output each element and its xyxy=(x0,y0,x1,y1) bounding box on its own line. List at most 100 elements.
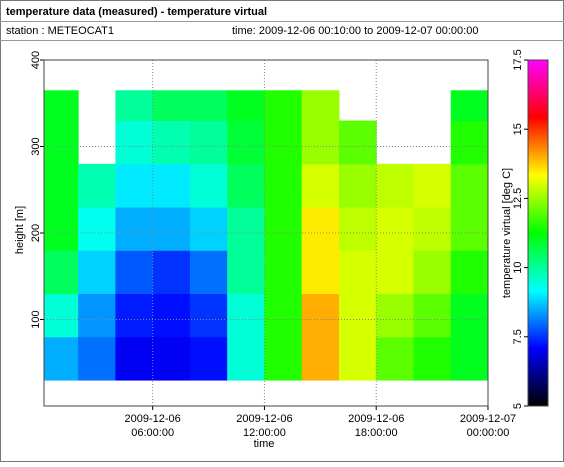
heat-cell xyxy=(376,336,414,381)
heat-cell xyxy=(450,207,489,251)
heat-cell xyxy=(450,336,489,381)
heat-cell xyxy=(152,163,191,208)
heat-cell xyxy=(264,120,303,165)
x-tick-label: 2009-12-06 xyxy=(236,413,292,425)
period: time: 2009-12-06 00:10:00 to 2009-12-07 … xyxy=(232,25,478,37)
heat-cell xyxy=(189,163,228,208)
heat-cell xyxy=(152,207,191,251)
heat-cell xyxy=(78,163,116,208)
colorbar-tick-label: 10 xyxy=(512,261,524,273)
colorbar-tick-label: 12.5 xyxy=(512,188,524,209)
y-tick-label: 400 xyxy=(30,51,42,69)
heat-cell xyxy=(78,336,116,381)
heat-cell xyxy=(264,250,303,295)
heat-cell xyxy=(264,207,303,251)
heat-cell xyxy=(78,250,116,295)
heat-cell xyxy=(338,250,377,295)
plot-border xyxy=(43,59,489,407)
heat-cell xyxy=(227,90,265,122)
y-tick-label: 100 xyxy=(30,310,42,328)
heat-cell xyxy=(189,336,228,381)
heat-cell xyxy=(115,336,154,381)
heat-cell xyxy=(152,90,191,122)
heat-cell xyxy=(152,250,191,295)
heat-cell xyxy=(227,120,265,165)
x-tick-label: 12:00:00 xyxy=(243,427,286,439)
chart-title: temperature data (measured) - temperatur… xyxy=(6,6,267,18)
colorbar xyxy=(527,59,549,407)
heat-cell xyxy=(115,163,154,208)
heat-cell xyxy=(450,163,489,208)
heat-cell xyxy=(44,163,79,208)
colorbar-tick-label: 15 xyxy=(512,123,524,135)
heat-cell xyxy=(44,250,79,295)
heat-cell xyxy=(227,163,265,208)
heat-cell xyxy=(189,293,228,338)
heat-cell xyxy=(338,293,377,338)
heat-cell xyxy=(301,120,340,165)
heat-cell xyxy=(227,207,265,251)
x-axis-label: time xyxy=(254,438,275,450)
heat-cell xyxy=(264,336,303,381)
heat-cell xyxy=(152,293,191,338)
heat-cell xyxy=(44,90,79,122)
heat-cell xyxy=(376,293,414,338)
heat-cell xyxy=(301,163,340,208)
colorbar-label: temperature virtual [deg C] xyxy=(501,168,513,298)
heat-cell xyxy=(376,250,414,295)
heat-cell xyxy=(189,90,228,122)
heat-cell xyxy=(264,163,303,208)
heat-cell xyxy=(413,336,452,381)
heat-cell xyxy=(44,293,79,338)
heat-cell xyxy=(450,293,489,338)
heat-cell xyxy=(264,90,303,122)
heat-cell xyxy=(413,207,452,251)
heat-cell xyxy=(301,207,340,251)
x-tick-label: 18:00:00 xyxy=(355,427,398,439)
heat-cell xyxy=(227,293,265,338)
heat-cell xyxy=(44,120,79,165)
heat-cell xyxy=(338,336,377,381)
heat-cell xyxy=(115,120,154,165)
heat-cell xyxy=(301,250,340,295)
heat-cell xyxy=(301,336,340,381)
heat-cell xyxy=(227,336,265,381)
heat-cell xyxy=(413,250,452,295)
heat-cell xyxy=(115,250,154,295)
x-tick-label: 2009-12-07 xyxy=(460,413,516,425)
x-tick-label: 00:00:00 xyxy=(467,427,510,439)
heat-cell xyxy=(78,293,116,338)
heat-cell xyxy=(115,293,154,338)
heat-cell xyxy=(338,163,377,208)
y-tick-label: 200 xyxy=(30,224,42,242)
colorbar-tick-label: 17.5 xyxy=(512,49,524,70)
heat-cell xyxy=(189,207,228,251)
y-tick-label: 300 xyxy=(30,137,42,155)
colorbar-tick-label: 7.5 xyxy=(512,329,524,344)
colorbar-tick-label: 5 xyxy=(512,403,524,409)
heat-cell xyxy=(338,207,377,251)
heat-cell xyxy=(450,90,489,122)
heat-cell xyxy=(227,250,265,295)
heat-cell xyxy=(78,207,116,251)
x-tick-label: 2009-12-06 xyxy=(125,413,181,425)
x-tick-label: 2009-12-06 xyxy=(348,413,404,425)
heat-cell xyxy=(301,293,340,338)
heat-cell xyxy=(115,207,154,251)
heat-cell xyxy=(44,207,79,251)
y-axis-label: height [m] xyxy=(14,206,26,254)
heat-cell xyxy=(376,163,414,208)
heat-cell xyxy=(450,250,489,295)
heat-cell xyxy=(264,293,303,338)
station: station : METEOCAT1 xyxy=(6,25,114,37)
heat-cell xyxy=(376,207,414,251)
heat-cell xyxy=(450,120,489,165)
heat-cell xyxy=(115,90,154,122)
heat-cell xyxy=(152,120,191,165)
heat-cell xyxy=(189,120,228,165)
heat-cell xyxy=(44,336,79,381)
heat-cell xyxy=(301,90,340,122)
heat-cell xyxy=(413,163,452,208)
x-tick-label: 06:00:00 xyxy=(131,427,174,439)
